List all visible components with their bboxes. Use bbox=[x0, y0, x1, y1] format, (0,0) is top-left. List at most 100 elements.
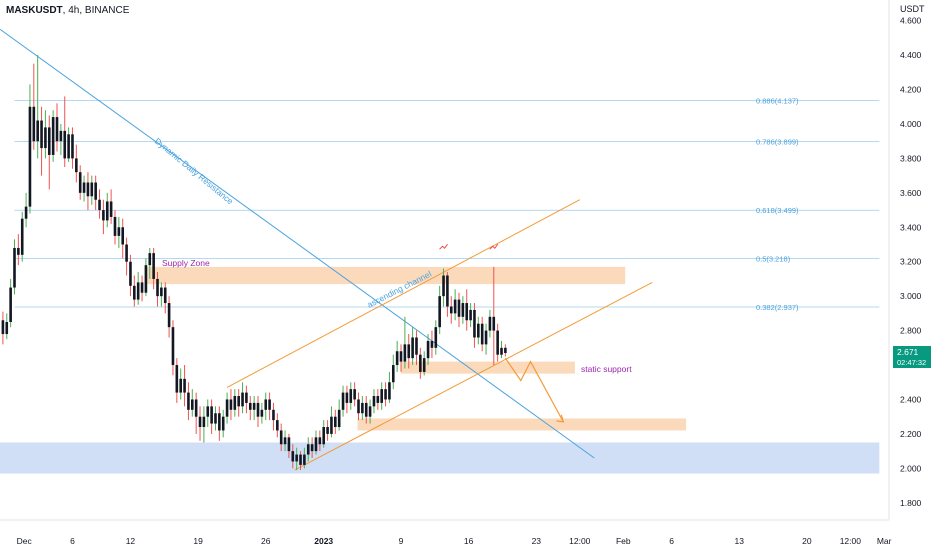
candle-body bbox=[113, 216, 117, 236]
price-tick-label: 2.000 bbox=[900, 463, 922, 473]
time-tick-label: 6 bbox=[70, 536, 75, 546]
candle-body bbox=[82, 182, 86, 193]
candle-body bbox=[330, 416, 333, 434]
symbol-header[interactable]: MASKUSDT, 4h, BINANCE bbox=[6, 5, 130, 16]
candle-body bbox=[55, 117, 59, 142]
time-tick-label: 23 bbox=[532, 536, 542, 546]
candle-body bbox=[295, 454, 298, 462]
current-price-badge: 2.671 02:47:32 bbox=[893, 346, 931, 368]
static-support-zone bbox=[401, 361, 575, 374]
candle-body bbox=[24, 206, 28, 219]
candle-body bbox=[187, 392, 190, 410]
price-tick-label: 3.800 bbox=[900, 153, 922, 163]
candle-body bbox=[78, 172, 82, 193]
zones-layer bbox=[0, 266, 880, 474]
candle-body bbox=[59, 130, 63, 142]
current-price-label: 2.671 bbox=[897, 347, 919, 357]
candle-body bbox=[496, 330, 499, 355]
candle-body bbox=[248, 402, 252, 410]
candle-body bbox=[415, 337, 418, 355]
time-tick-label: 12 bbox=[126, 536, 136, 546]
candle-body bbox=[465, 303, 469, 321]
time-tick-label: 12:00 bbox=[569, 536, 591, 546]
time-tick-label: 9 bbox=[399, 536, 404, 546]
price-tick-label: 3.600 bbox=[900, 188, 922, 198]
candle-body bbox=[283, 437, 287, 445]
candle-body bbox=[36, 120, 39, 142]
candle-body bbox=[422, 358, 426, 372]
candle-body bbox=[504, 347, 507, 353]
candle-body bbox=[229, 399, 233, 410]
candle-body bbox=[434, 327, 438, 348]
candle-body bbox=[264, 399, 268, 410]
price-tick-label: 3.000 bbox=[900, 291, 922, 301]
candle-body bbox=[51, 117, 55, 155]
candle-body bbox=[241, 392, 244, 407]
candle-body bbox=[47, 127, 51, 155]
candle-body bbox=[488, 316, 492, 331]
candle-body bbox=[225, 399, 229, 417]
candle-body bbox=[492, 316, 496, 331]
channel-upper bbox=[226, 199, 581, 388]
high-marker-icon bbox=[489, 243, 499, 250]
candle-body bbox=[291, 451, 295, 462]
candle-body bbox=[349, 389, 353, 403]
price-tick-label: 2.200 bbox=[900, 429, 922, 439]
lower-support-zone bbox=[357, 418, 687, 431]
candle-body bbox=[221, 416, 225, 431]
candle-body bbox=[198, 416, 202, 428]
candle-body bbox=[461, 303, 465, 317]
candle-body bbox=[372, 396, 376, 407]
candle-body bbox=[206, 406, 210, 417]
candle-body bbox=[446, 275, 449, 307]
price-tick-label: 2.800 bbox=[900, 326, 922, 336]
candle-body bbox=[86, 182, 90, 197]
candle-body bbox=[237, 396, 240, 407]
fib-label: 0.382(2.937) bbox=[756, 303, 799, 312]
candle-body bbox=[148, 253, 152, 266]
candle-body bbox=[32, 106, 36, 142]
candle-body bbox=[75, 158, 78, 173]
candle-body bbox=[306, 444, 310, 455]
price-tick-label: 4.000 bbox=[900, 119, 922, 129]
candle-body bbox=[411, 337, 414, 359]
projection-arrow bbox=[504, 357, 564, 423]
candle-body bbox=[214, 413, 217, 424]
candle-body bbox=[67, 134, 70, 159]
candle-body bbox=[210, 406, 213, 424]
candle-body bbox=[13, 247, 16, 288]
time-axis[interactable]: Dec 6 12 19 26 2023 9 16 23 12:00 Feb 6 13 20 12:00 Mar bbox=[17, 536, 892, 546]
candle-body bbox=[477, 323, 480, 338]
candle-body bbox=[152, 253, 155, 279]
time-tick-label: 19 bbox=[193, 536, 203, 546]
countdown-label: 02:47:32 bbox=[897, 358, 926, 367]
dynamic-resistance-label: Dynamic Daily Resistance bbox=[153, 136, 236, 207]
candle-body bbox=[171, 327, 175, 366]
candle-body bbox=[272, 409, 275, 421]
dynamic-daily-resistance bbox=[0, 28, 595, 459]
candle-body bbox=[179, 378, 182, 393]
candle-body bbox=[361, 402, 364, 414]
candle-body bbox=[17, 247, 20, 255]
candle-body bbox=[326, 427, 329, 434]
candle-body bbox=[245, 392, 248, 403]
price-axis[interactable]: 1.8002.0002.2002.4002.6002.8003.0003.200… bbox=[900, 16, 922, 508]
candle-body bbox=[252, 402, 256, 410]
candle-body bbox=[276, 420, 279, 431]
candle-body bbox=[380, 389, 383, 403]
candle-body bbox=[44, 127, 47, 149]
candle-body bbox=[233, 396, 237, 410]
time-tick-label: Feb bbox=[616, 536, 631, 546]
candle-body bbox=[345, 392, 349, 403]
candle-body bbox=[194, 399, 198, 417]
price-tick-label: 1.800 bbox=[900, 498, 922, 508]
price-tick-label: 4.600 bbox=[900, 16, 922, 26]
projection-arrowhead bbox=[556, 414, 565, 423]
fib-label: 0.5(3.218) bbox=[756, 255, 791, 264]
candle-body bbox=[399, 351, 403, 362]
symbol-name: MASKUSDT bbox=[6, 5, 63, 16]
candle-body bbox=[376, 396, 380, 403]
candle-body bbox=[71, 134, 74, 159]
candle-body bbox=[136, 282, 140, 300]
